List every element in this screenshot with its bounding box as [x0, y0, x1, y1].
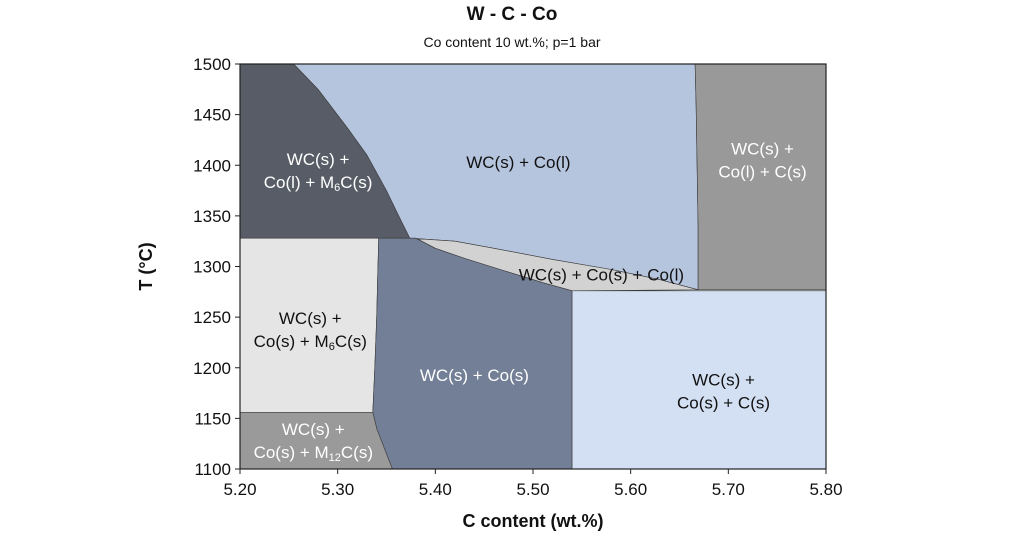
chart-title: W - C - Co — [466, 4, 558, 25]
phase-label-r6: WC(s) + Co(s) — [420, 366, 529, 385]
y-axis-label: T (°C) — [136, 242, 156, 290]
y-tick-label: 1500 — [193, 55, 231, 74]
phase-regions — [239, 63, 827, 470]
y-tick-label: 1450 — [193, 106, 231, 125]
phase-label-r4: WC(s) + Co(s) + Co(l) — [519, 266, 684, 285]
phase-label-r2: WC(s) + Co(l) — [466, 153, 570, 172]
y-tick-label: 1200 — [193, 359, 231, 378]
y-tick-label: 1250 — [193, 308, 231, 327]
x-tick-label: 5.60 — [614, 480, 647, 499]
x-tick-label: 5.30 — [321, 480, 354, 499]
y-tick-label: 1150 — [194, 409, 231, 428]
y-tick-label: 1400 — [193, 156, 231, 175]
region-labels: WC(s) + Co(l) + M6C(s) WC(s) + Co(l) WC(s) … — [254, 140, 807, 464]
x-tick-label: 5.80 — [809, 480, 842, 499]
y-tick-label: 1350 — [193, 207, 231, 226]
x-axis-ticks: 5.20 5.30 5.40 5.50 5.60 5.70 5.80 — [223, 469, 843, 499]
y-tick-label: 1300 — [193, 258, 231, 277]
x-tick-label: 5.70 — [712, 480, 745, 499]
y-axis-ticks: 1100 1150 1200 1250 1300 1350 1400 1450 1500 — [193, 55, 240, 479]
x-tick-label: 5.50 — [516, 480, 549, 499]
y-tick-label: 1100 — [194, 460, 231, 479]
x-tick-label: 5.20 — [223, 480, 256, 499]
phase-label-r7: WC(s) + Co(s) + C(s) — [677, 371, 770, 413]
phase-label-r8: WC(s) + Co(s) + M12C(s) — [254, 420, 373, 464]
phase-label-r1: WC(s) + Co(l) + M6C(s) — [264, 150, 373, 194]
x-axis-label: C content (wt.%) — [463, 511, 604, 531]
x-tick-label: 5.40 — [419, 480, 452, 499]
chart-subtitle: Co content 10 wt.%; p=1 bar — [423, 34, 601, 50]
phase-label-r5: WC(s) + Co(s) + M6C(s) — [254, 309, 367, 353]
phase-label-r3: WC(s) + Co(l) + C(s) — [718, 140, 806, 182]
